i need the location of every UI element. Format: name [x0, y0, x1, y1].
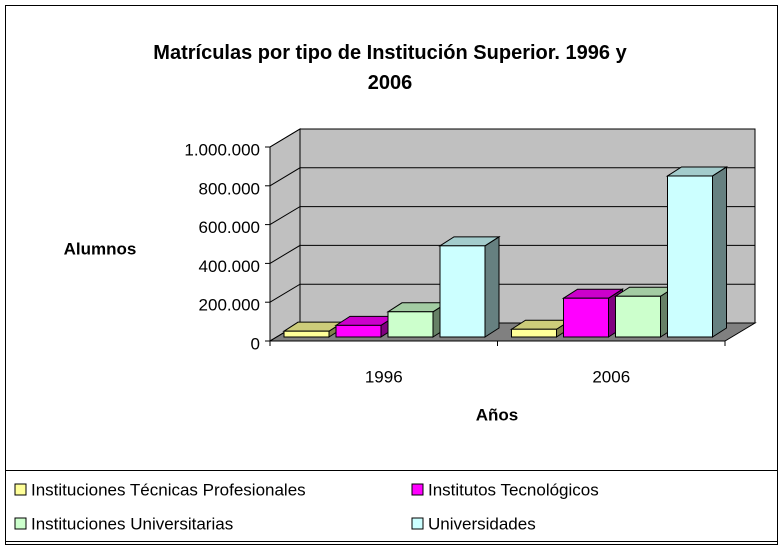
bar: [387, 311, 434, 338]
side-wall: [269, 128, 301, 342]
legend-swatch: [14, 483, 27, 496]
y-axis-label: Alumnos: [64, 239, 137, 258]
grid-line: [269, 283, 755, 303]
legend-label: Instituciones Técnicas Profesionales: [31, 480, 306, 499]
bar: [615, 295, 661, 338]
x-tick-label: 1996: [365, 367, 403, 386]
chart-title: Matrículas por tipo de Institución Super…: [153, 42, 627, 94]
grid-line: [269, 244, 755, 264]
bar: [563, 297, 609, 338]
y-tick-label: 400.000: [199, 257, 260, 276]
y-tick-label: 200.000: [199, 296, 260, 315]
bar: [283, 330, 330, 338]
grid-line: [269, 167, 755, 187]
grid-line: [269, 206, 755, 226]
bar: [511, 328, 557, 338]
legend-swatch: [411, 483, 424, 496]
bar: [335, 324, 382, 338]
bar: [439, 245, 486, 338]
legend-label: Universidades: [428, 514, 536, 533]
legend-swatch: [411, 517, 424, 530]
y-tick-label: 800.000: [199, 179, 260, 198]
y-tick-label: 600.000: [199, 218, 260, 237]
bar-side: [712, 166, 727, 338]
grid-line: [269, 128, 755, 148]
y-tick-label: 0: [251, 334, 260, 353]
y-tick-label: 1.000.000: [184, 140, 260, 159]
bar: [667, 175, 713, 338]
bar-side: [484, 235, 500, 338]
x-tick-label: 2006: [592, 367, 630, 386]
legend-box: [5, 470, 778, 542]
legend-label: Institutos Tecnológicos: [428, 480, 599, 499]
x-axis-label: Años: [476, 405, 519, 424]
legend-label: Instituciones Universitarias: [31, 514, 233, 533]
legend-swatch: [14, 517, 27, 530]
